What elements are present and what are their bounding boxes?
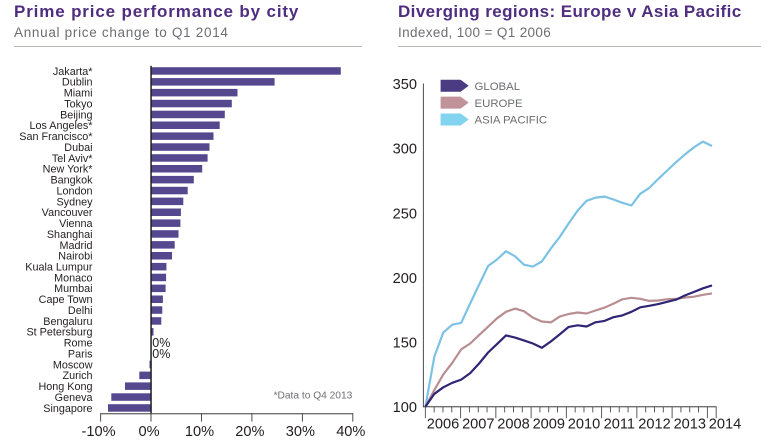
svg-text:2013: 2013 (674, 417, 706, 433)
svg-text:250: 250 (393, 206, 417, 222)
svg-text:2006: 2006 (427, 417, 459, 433)
svg-text:Rome: Rome (64, 338, 93, 350)
svg-text:Hong Kong: Hong Kong (38, 381, 92, 393)
svg-text:Cape Town: Cape Town (39, 294, 93, 306)
svg-text:Kuala Lumpur: Kuala Lumpur (25, 262, 93, 274)
svg-text:150: 150 (393, 335, 417, 351)
svg-text:2008: 2008 (497, 417, 529, 433)
svg-text:2011: 2011 (604, 417, 635, 433)
svg-text:40%: 40% (336, 424, 365, 440)
svg-text:Paris: Paris (68, 349, 93, 361)
svg-text:200: 200 (393, 271, 417, 287)
svg-text:Nairobi: Nairobi (58, 251, 92, 263)
svg-text:2012: 2012 (638, 417, 670, 433)
svg-text:Dubai: Dubai (64, 142, 92, 154)
svg-text:2010: 2010 (568, 417, 600, 433)
svg-text:Dublin: Dublin (62, 77, 93, 89)
svg-text:Tel Aviv*: Tel Aviv* (52, 153, 93, 165)
svg-text:GLOBAL: GLOBAL (475, 81, 521, 93)
svg-text:EUROPE: EUROPE (475, 98, 524, 110)
svg-text:London: London (56, 185, 92, 197)
svg-text:St Petersburg: St Petersburg (26, 327, 92, 339)
svg-text:Moscow: Moscow (53, 359, 93, 371)
svg-text:Jakarta*: Jakarta* (53, 66, 93, 78)
svg-text:10%: 10% (185, 424, 214, 440)
svg-text:Monaco: Monaco (54, 272, 92, 284)
svg-text:Los Angeles*: Los Angeles* (29, 120, 93, 132)
svg-text:2014: 2014 (709, 417, 741, 433)
svg-text:Shanghai: Shanghai (47, 229, 93, 241)
svg-text:30%: 30% (286, 424, 315, 440)
svg-text:Vienna: Vienna (59, 218, 92, 230)
svg-text:Tokyo: Tokyo (64, 99, 92, 111)
svg-text:ASIA PACIFIC: ASIA PACIFIC (475, 115, 548, 127)
svg-text:300: 300 (393, 142, 417, 158)
svg-text:Bangkok: Bangkok (50, 175, 93, 187)
svg-text:0%: 0% (152, 336, 170, 350)
svg-text:0%: 0% (152, 347, 170, 361)
svg-text:Singapore: Singapore (43, 403, 92, 415)
svg-text:350: 350 (393, 77, 417, 93)
svg-text:Zurich: Zurich (63, 370, 93, 382)
svg-text:0%: 0% (138, 424, 159, 440)
svg-text:New York*: New York* (43, 164, 94, 176)
svg-text:*Data to Q4 2013: *Data to Q4 2013 (274, 391, 353, 402)
svg-text:Miami: Miami (64, 88, 93, 100)
svg-text:-10%: -10% (82, 424, 116, 440)
svg-text:Delhi: Delhi (68, 305, 93, 317)
svg-text:2009: 2009 (533, 417, 565, 433)
svg-text:Madrid: Madrid (59, 240, 92, 252)
svg-text:20%: 20% (235, 424, 264, 440)
svg-text:Sydney: Sydney (56, 196, 93, 208)
svg-text:Mumbai: Mumbai (54, 283, 92, 295)
svg-text:San Francisco*: San Francisco* (19, 131, 93, 143)
svg-text:Beijing: Beijing (60, 109, 92, 121)
svg-text:Vancouver: Vancouver (42, 207, 93, 219)
svg-text:2007: 2007 (462, 417, 494, 433)
svg-text:100: 100 (393, 400, 417, 416)
svg-text:Geneva: Geneva (55, 392, 93, 404)
svg-text:Bengaluru: Bengaluru (43, 316, 92, 328)
